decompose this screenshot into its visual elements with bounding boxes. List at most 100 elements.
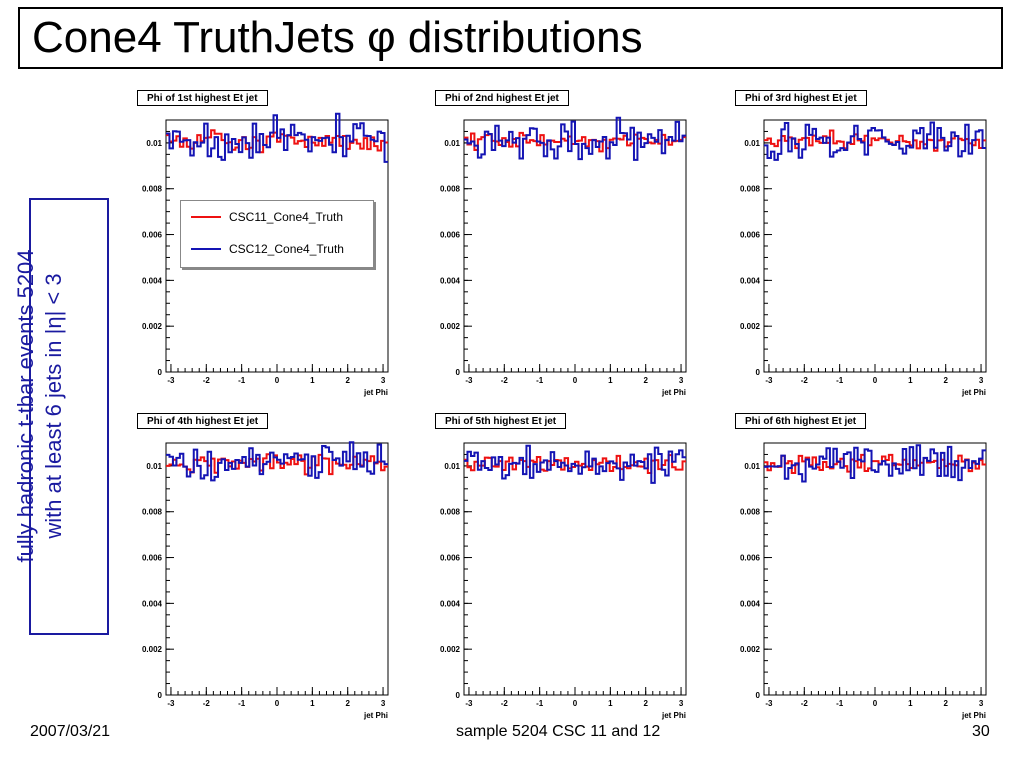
x-tick-label: 0 xyxy=(873,376,878,385)
y-tick-label: 0.01 xyxy=(444,139,460,148)
x-tick-label: 2 xyxy=(345,376,350,385)
x-tick-label: -1 xyxy=(536,699,544,708)
y-tick-label: 0.002 xyxy=(440,322,461,331)
plot-frame xyxy=(763,119,987,373)
histogram-title: Phi of 2nd highest Et jet xyxy=(435,90,569,106)
y-tick-label: 0.008 xyxy=(740,508,761,517)
x-tick-label: -1 xyxy=(238,376,246,385)
x-tick-label: -2 xyxy=(501,699,509,708)
x-tick-label: -1 xyxy=(836,376,844,385)
legend: CSC11_Cone4_Truth CSC12_Cone4_Truth xyxy=(180,200,374,268)
y-tick-label: 0.008 xyxy=(440,185,461,194)
y-tick-label: 0.004 xyxy=(440,599,461,608)
y-tick-label: 0.006 xyxy=(740,231,761,240)
x-tick-label: 1 xyxy=(608,699,613,708)
y-tick-label: 0.006 xyxy=(740,554,761,563)
y-tick-label: 0.01 xyxy=(744,462,760,471)
x-axis-label: jet Phi xyxy=(961,711,986,720)
x-tick-label: 1 xyxy=(310,376,315,385)
y-tick-label: 0.008 xyxy=(142,185,163,194)
x-tick-label: 2 xyxy=(643,376,648,385)
x-tick-label: 1 xyxy=(908,376,913,385)
x-tick-label: 3 xyxy=(979,699,984,708)
legend-swatch-csc12 xyxy=(191,248,221,250)
x-tick-label: -2 xyxy=(801,376,809,385)
series-line-csc12 xyxy=(764,121,986,161)
slide-title-box: Cone4 TruthJets φ distributions xyxy=(18,7,1003,69)
y-tick-label: 0.01 xyxy=(146,139,162,148)
histogram-title: Phi of 6th highest Et jet xyxy=(735,413,867,429)
x-tick-label: 2 xyxy=(943,699,948,708)
histogram-panel-1: 0 0.002 0.004 0.006 0.008 0.01 -3 -2 -1 0 1 2 3 jet P… xyxy=(120,90,410,400)
x-tick-label: -1 xyxy=(238,699,246,708)
footer-page-number: 30 xyxy=(972,723,990,740)
side-caption-line-2: with at least 6 jets in |η| < 3 xyxy=(41,273,66,539)
plot-frame xyxy=(165,442,389,696)
x-tick-label: -3 xyxy=(765,376,773,385)
plot-frame xyxy=(763,442,987,696)
y-tick-label: 0.008 xyxy=(440,508,461,517)
plot-frame xyxy=(463,119,687,373)
histogram-svg: 0 0.002 0.004 0.006 0.008 0.01 -3 -2 -1 0 1 2 3 jet P… xyxy=(440,116,687,397)
y-tick-label: 0.002 xyxy=(740,645,761,654)
y-tick-label: 0.002 xyxy=(142,645,163,654)
x-axis-label: jet Phi xyxy=(363,711,388,720)
series-line-csc12 xyxy=(166,441,388,482)
x-tick-label: 3 xyxy=(979,376,984,385)
x-tick-label: 0 xyxy=(873,699,878,708)
footer-center: sample 5204 CSC 11 and 12 xyxy=(456,723,661,740)
y-tick-label: 0 xyxy=(158,691,163,700)
x-tick-label: 0 xyxy=(573,699,578,708)
x-tick-label: 1 xyxy=(310,699,315,708)
x-tick-label: 2 xyxy=(943,376,948,385)
histogram-panel-3: 0 0.002 0.004 0.006 0.008 0.01 -3 -2 -1 0 1 2 3 jet P… xyxy=(718,90,1008,400)
histogram-title: Phi of 1st highest Et jet xyxy=(137,90,268,106)
x-tick-label: 0 xyxy=(573,376,578,385)
legend-label-csc12: CSC12_Cone4_Truth xyxy=(229,242,344,256)
side-caption-box xyxy=(29,198,109,635)
y-tick-label: 0.01 xyxy=(444,462,460,471)
legend-swatch-csc11 xyxy=(191,216,221,218)
x-tick-label: -3 xyxy=(465,699,473,708)
histogram-svg: 0 0.002 0.004 0.006 0.008 0.01 -3 -2 -1 0 1 2 3 jet P… xyxy=(740,442,987,720)
histogram-title: Phi of 3rd highest Et jet xyxy=(735,90,867,106)
series-line-csc11 xyxy=(166,453,388,476)
x-axis-label: jet Phi xyxy=(661,388,686,397)
y-tick-label: 0 xyxy=(756,368,761,377)
series-line-csc12 xyxy=(464,444,686,484)
histogram-panel-4: 0 0.002 0.004 0.006 0.008 0.01 -3 -2 -1 0 1 2 3 jet P… xyxy=(120,413,410,723)
x-tick-label: -3 xyxy=(167,699,175,708)
footer-date: 2007/03/21 xyxy=(30,723,111,740)
x-tick-label: 0 xyxy=(275,699,280,708)
x-axis-label: jet Phi xyxy=(363,388,388,397)
y-tick-label: 0.008 xyxy=(142,508,163,517)
y-tick-label: 0.004 xyxy=(740,599,761,608)
x-tick-label: -2 xyxy=(203,699,211,708)
histogram-title: Phi of 5th highest Et jet xyxy=(435,413,567,429)
y-tick-label: 0.002 xyxy=(142,322,163,331)
side-caption-line-1: fully hadronic t-tbar events 5204 xyxy=(13,249,38,563)
y-tick-label: 0 xyxy=(456,368,461,377)
y-tick-label: 0.006 xyxy=(142,231,163,240)
histogram-svg: 0 0.002 0.004 0.006 0.008 0.01 -3 -2 -1 0 1 2 3 jet P… xyxy=(142,112,389,397)
series-line-csc11 xyxy=(764,129,986,152)
histogram-panel-5: 0 0.002 0.004 0.006 0.008 0.01 -3 -2 -1 0 1 2 3 jet P… xyxy=(418,413,708,723)
x-tick-label: -2 xyxy=(801,699,809,708)
histogram-panel-6: 0 0.002 0.004 0.006 0.008 0.01 -3 -2 -1 0 1 2 3 jet P… xyxy=(718,413,1008,723)
y-tick-label: 0.008 xyxy=(740,185,761,194)
legend-label-csc11: CSC11_Cone4_Truth xyxy=(229,210,344,224)
x-tick-label: 2 xyxy=(345,699,350,708)
histogram-svg: 0 0.002 0.004 0.006 0.008 0.01 -3 -2 -1 0 1 2 3 jet P… xyxy=(440,442,687,720)
y-tick-label: 0.006 xyxy=(142,554,163,563)
y-tick-label: 0.006 xyxy=(440,554,461,563)
side-caption: fully hadronic t-tbar events 5204 with a… xyxy=(12,186,68,626)
y-tick-label: 0.002 xyxy=(440,645,461,654)
histogram-title: Phi of 4th highest Et jet xyxy=(137,413,269,429)
y-tick-label: 0 xyxy=(756,691,761,700)
x-tick-label: 3 xyxy=(679,376,684,385)
y-tick-label: 0.01 xyxy=(744,139,760,148)
x-tick-label: -3 xyxy=(465,376,473,385)
x-tick-label: -3 xyxy=(167,376,175,385)
y-tick-label: 0.004 xyxy=(142,276,163,285)
y-tick-label: 0 xyxy=(158,368,163,377)
